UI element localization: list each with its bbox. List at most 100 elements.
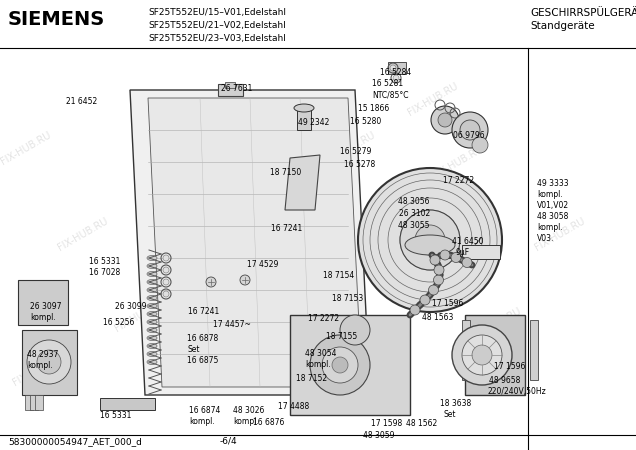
Bar: [100, 398, 155, 410]
Text: Standgeräte: Standgeräte: [530, 21, 595, 31]
Circle shape: [472, 137, 488, 153]
Circle shape: [434, 265, 444, 275]
Text: 17 2272: 17 2272: [308, 314, 339, 323]
Ellipse shape: [147, 351, 157, 356]
Text: FIX-HUB.RU: FIX-HUB.RU: [533, 216, 586, 252]
Text: FIX-HUB.RU: FIX-HUB.RU: [228, 342, 281, 378]
Text: 26 3099: 26 3099: [115, 302, 146, 311]
Text: NTC/85°C: NTC/85°C: [372, 90, 408, 99]
Text: 16 5279: 16 5279: [340, 147, 371, 156]
Ellipse shape: [405, 235, 455, 255]
Circle shape: [440, 250, 450, 260]
Bar: [290, 315, 410, 415]
Polygon shape: [130, 90, 370, 395]
Text: FIX-HUB.RU: FIX-HUB.RU: [355, 216, 408, 252]
Circle shape: [451, 252, 461, 262]
Ellipse shape: [147, 336, 157, 341]
Text: SF25T552EU/15–V01,Edelstahl: SF25T552EU/15–V01,Edelstahl: [148, 8, 286, 17]
Text: 16 6874: 16 6874: [189, 406, 221, 415]
Circle shape: [420, 295, 430, 305]
Text: 26 3102: 26 3102: [399, 209, 430, 218]
Circle shape: [438, 113, 452, 127]
Polygon shape: [285, 155, 320, 210]
Text: 21 6452: 21 6452: [66, 97, 97, 106]
Text: 16 6875: 16 6875: [187, 356, 218, 365]
Text: 48 3058: 48 3058: [537, 212, 569, 221]
Text: 9μF: 9μF: [455, 248, 469, 257]
Text: V01,V02: V01,V02: [537, 201, 569, 210]
Circle shape: [452, 325, 512, 385]
Text: kompl.: kompl.: [27, 361, 53, 370]
Text: 16 5281: 16 5281: [372, 79, 403, 88]
Bar: [35, 395, 43, 410]
Text: 16 5278: 16 5278: [344, 160, 375, 169]
Text: 06 9796: 06 9796: [453, 131, 485, 140]
Text: 17 4488: 17 4488: [278, 402, 309, 411]
Text: FIX-HUB.RU: FIX-HUB.RU: [469, 306, 523, 342]
Text: Set: Set: [443, 410, 455, 419]
Ellipse shape: [147, 320, 157, 324]
Text: 17 1596: 17 1596: [494, 362, 525, 371]
Circle shape: [434, 275, 443, 285]
Circle shape: [429, 285, 438, 295]
Text: 26 3097: 26 3097: [30, 302, 62, 311]
Circle shape: [452, 112, 488, 148]
Text: 16 6876: 16 6876: [253, 418, 284, 427]
Text: 17 1596: 17 1596: [432, 299, 464, 308]
Text: -6/4: -6/4: [220, 437, 238, 446]
Circle shape: [206, 277, 216, 287]
Text: 16 5256: 16 5256: [103, 318, 134, 327]
Text: FIX-HUB.RU: FIX-HUB.RU: [196, 171, 249, 207]
Text: 49 2342: 49 2342: [298, 118, 329, 127]
Bar: [30, 395, 38, 410]
Text: 48 9658: 48 9658: [489, 376, 520, 385]
Text: 17 2272: 17 2272: [443, 176, 474, 185]
Circle shape: [462, 257, 472, 267]
Bar: [297, 110, 311, 130]
Text: FIX-HUB.RU: FIX-HUB.RU: [323, 130, 377, 167]
Text: 48 1562: 48 1562: [406, 419, 438, 428]
Text: V03.: V03.: [537, 234, 555, 243]
Ellipse shape: [147, 264, 157, 269]
Bar: [22, 330, 77, 395]
Text: SF25T552EU/23–V03,Edelstahl: SF25T552EU/23–V03,Edelstahl: [148, 34, 286, 43]
Text: 48 3054: 48 3054: [305, 349, 336, 358]
Ellipse shape: [147, 296, 157, 301]
Bar: [462, 245, 500, 259]
Circle shape: [163, 279, 169, 285]
Circle shape: [310, 335, 370, 395]
Text: FIX-HUB.RU: FIX-HUB.RU: [406, 81, 459, 117]
Text: 48 3056: 48 3056: [398, 197, 429, 206]
Text: kompl.: kompl.: [189, 417, 215, 426]
Circle shape: [163, 267, 169, 273]
Circle shape: [27, 340, 71, 384]
Text: FIX-HUB.RU: FIX-HUB.RU: [132, 94, 186, 131]
Text: FIX-HUB.RU: FIX-HUB.RU: [240, 261, 294, 297]
Circle shape: [393, 75, 399, 81]
Ellipse shape: [147, 256, 157, 261]
Text: 58300000054947_AET_000_d: 58300000054947_AET_000_d: [8, 437, 142, 446]
Text: 15 1866: 15 1866: [358, 104, 389, 113]
Bar: [462, 320, 470, 380]
Text: 18 7153: 18 7153: [332, 294, 363, 303]
Text: 18 7155: 18 7155: [326, 332, 357, 341]
Text: FIX-HUB.RU: FIX-HUB.RU: [56, 216, 109, 252]
Text: SIEMENS: SIEMENS: [8, 10, 105, 29]
Text: 18 7154: 18 7154: [323, 271, 354, 280]
Text: kompl.: kompl.: [537, 223, 563, 232]
Text: kompl.: kompl.: [30, 313, 56, 322]
Ellipse shape: [147, 288, 157, 292]
Text: 16 5331: 16 5331: [89, 257, 120, 266]
Text: 16 7028: 16 7028: [89, 268, 120, 277]
Circle shape: [240, 275, 250, 285]
Text: kompl.: kompl.: [537, 190, 563, 199]
Ellipse shape: [147, 343, 157, 348]
Text: 18 7152: 18 7152: [296, 374, 327, 383]
Bar: [18, 280, 68, 325]
Bar: [225, 82, 235, 88]
Ellipse shape: [147, 271, 157, 276]
Text: 26 7631: 26 7631: [221, 84, 252, 93]
Text: Set: Set: [187, 345, 200, 354]
Text: FIX-HUB.RU: FIX-HUB.RU: [431, 144, 485, 180]
Text: 16 7241: 16 7241: [188, 307, 219, 316]
